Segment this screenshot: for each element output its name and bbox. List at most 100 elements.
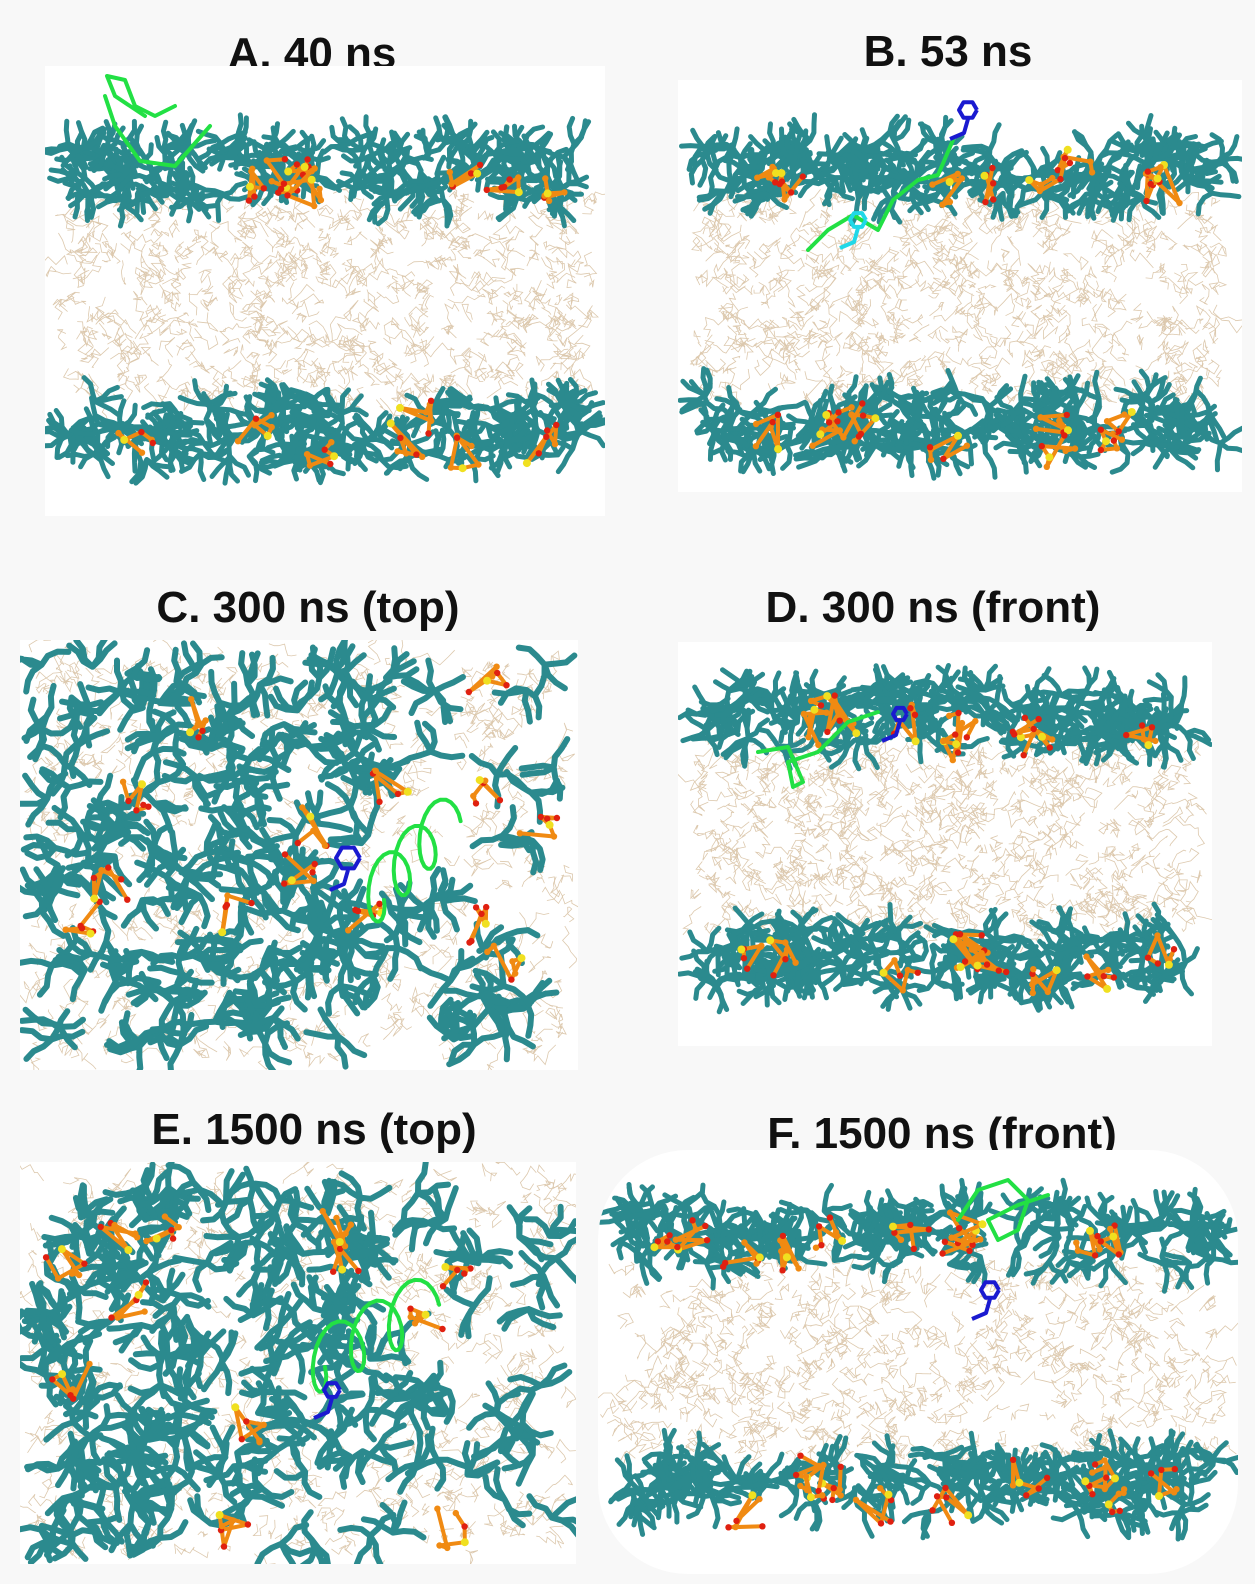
lipid-tails [598,1237,1238,1482]
phosphate-group [807,692,843,724]
aromatic-residue [971,1280,1001,1321]
phosphate-group [446,161,484,190]
aromatic-residue [313,1381,342,1420]
phosphate-group [1032,411,1072,436]
peptide-backbone [956,1178,1050,1242]
phosphate-group [1083,953,1117,993]
phosphate-group [725,1491,766,1531]
panel-b-image [678,80,1242,492]
panel-f-simulation [598,1177,1238,1542]
phosphate-group [1123,722,1159,750]
phosphate-group [42,1245,88,1282]
phosphate-group [1038,432,1079,470]
headgroup-layer [20,1162,576,1564]
peptide-backbone [103,94,212,168]
phosphate-group [369,767,412,805]
phosphate-group [277,168,318,210]
phosphate-group [980,164,997,206]
aromatic-residue [881,705,909,743]
phosphate-group [62,898,103,938]
phosphate-group [650,1232,681,1252]
phosphate-group [800,705,830,748]
phosphate-group [119,778,152,814]
phosphate-group [1144,932,1178,969]
phosphate-group [1029,966,1061,997]
phosphate-group [754,163,780,186]
phosphate-group [946,1209,987,1248]
phosphate-group [108,1279,150,1321]
panel-c-simulation [20,640,578,1070]
phosphate-group [218,892,255,937]
aromatic-residue [329,845,362,892]
phosphate-group [879,957,921,994]
phosphate-group [797,1473,827,1502]
phosphate-group [396,397,435,437]
headgroup-layer [678,901,1200,1015]
phosphate-group [143,1213,182,1245]
peptide-backbone [366,797,463,924]
phosphate-group [752,411,783,454]
phosphate-group [90,864,131,903]
panel-f-image [598,1150,1238,1574]
phosphate-group [809,410,843,449]
phosphate-group [115,428,156,456]
panel-c-title: C. 300 ns (top) [156,583,460,632]
headgroup-layer [20,640,578,1070]
phosphate-group [299,156,318,178]
aromatic-residue [839,211,868,250]
phosphate-group [889,1221,932,1252]
phosphate-group [516,813,561,840]
phosphate-group [822,400,866,441]
phosphate-group [1054,145,1096,176]
phosphate-group [484,942,526,983]
phosphate-group [447,432,482,473]
headgroup-layer [679,112,1242,227]
peptide-backbone [806,138,955,252]
panel-c-image [20,640,578,1070]
aromatic-residue [949,100,979,141]
phosphate-group [522,421,560,468]
headgroup-layer [678,366,1242,481]
phosphate-group [407,1305,446,1333]
phosphate-group [234,412,275,445]
phosphate-group [215,1511,252,1550]
phosphate-group [470,776,504,807]
phosphate-group [1097,1222,1124,1258]
headgroup-layer [45,375,605,486]
phosphate-group [968,946,1010,976]
panel-d-image [678,642,1212,1046]
panel-e-title: E. 1500 ns (top) [151,1105,477,1154]
lipid-tails [689,173,1242,426]
phosphate-group [1142,164,1164,188]
phosphate-group [1104,1486,1128,1516]
phosphate-group [1147,1465,1180,1500]
phosphate-group [929,1484,973,1526]
phosphate-group [929,170,966,208]
phosphate-group [386,419,426,460]
phosphate-group [330,1238,362,1275]
phosphate-group [466,903,490,946]
headgroup-layer [608,1427,1238,1542]
phosphate-group [319,1208,354,1250]
headgroup-layer [598,1177,1238,1294]
phosphate-group [49,1360,93,1402]
phosphate-group [1081,1474,1110,1498]
phosphate-group [281,851,318,887]
phosphate-group [97,1219,141,1254]
peptide-backbone [310,1277,442,1394]
phosphate-group [1025,154,1069,195]
phosphate-group [777,1232,802,1274]
phosphate-group [483,174,523,197]
panel-e-image [20,1162,576,1564]
panel-b-title: B. 53 ns [863,27,1033,76]
phosphate-group [940,709,962,749]
phosphate-group [1016,714,1056,751]
phosphate-group [294,804,330,849]
panel-d-simulation [678,663,1212,1015]
phosphate-group [1073,1226,1103,1259]
phosphate-group [1097,426,1126,454]
panel-b-simulation [678,100,1242,481]
phosphate-group [245,165,267,204]
phosphate-group [926,431,971,463]
phosphate-group [434,1505,469,1552]
